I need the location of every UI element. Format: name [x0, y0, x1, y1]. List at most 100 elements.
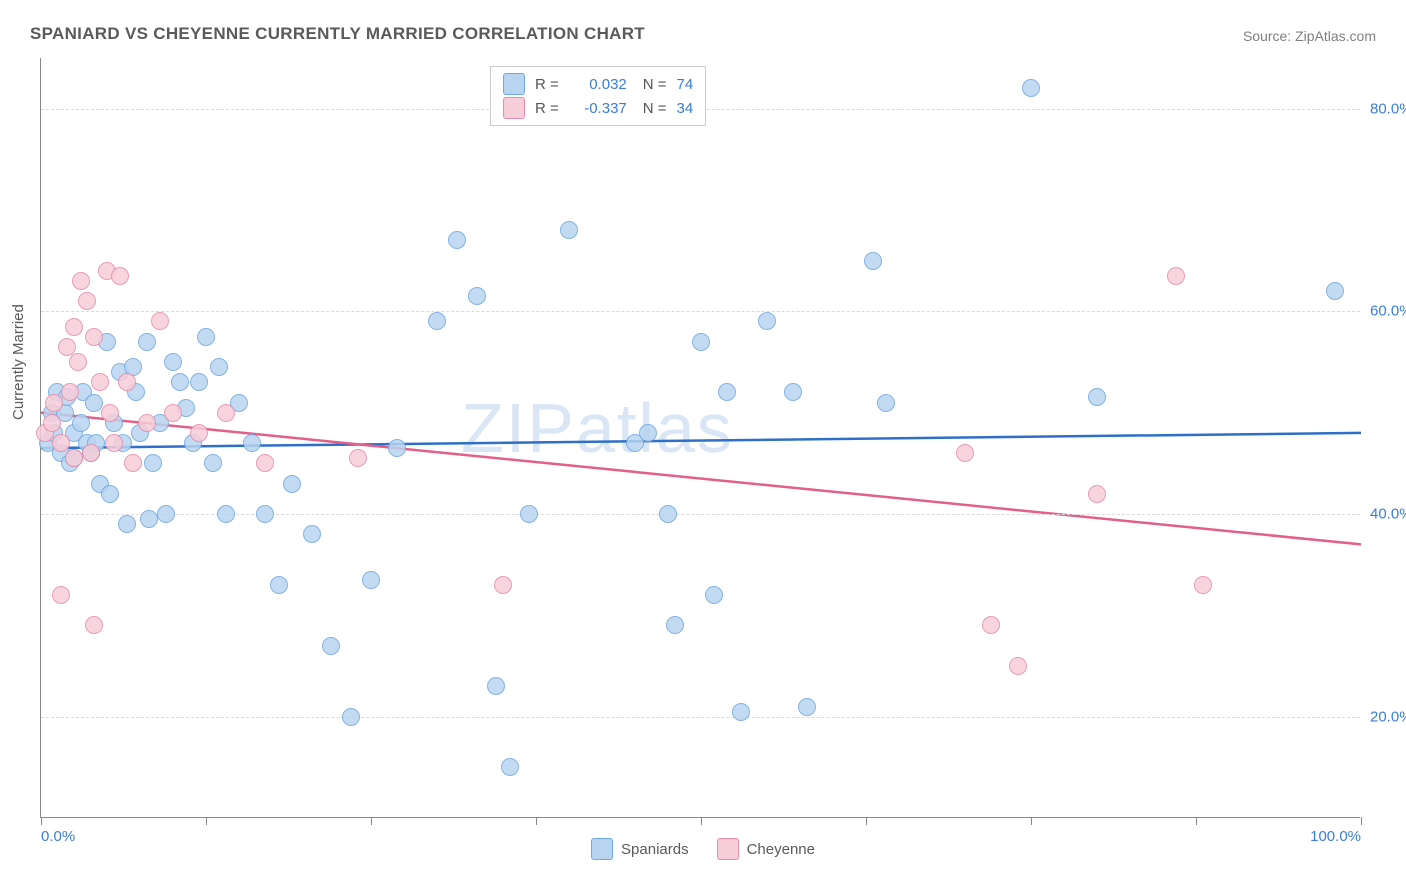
scatter-point — [468, 287, 486, 305]
gridline — [41, 311, 1360, 312]
scatter-point — [52, 434, 70, 452]
scatter-point — [69, 353, 87, 371]
scatter-point — [124, 454, 142, 472]
scatter-point — [520, 505, 538, 523]
scatter-point — [322, 637, 340, 655]
scatter-point — [1088, 485, 1106, 503]
n-value: 34 — [677, 100, 694, 117]
scatter-point — [666, 616, 684, 634]
x-tick — [1196, 817, 1197, 825]
x-tick — [206, 817, 207, 825]
n-label: N = — [643, 76, 667, 93]
scatter-point — [692, 333, 710, 351]
scatter-point — [164, 404, 182, 422]
scatter-point — [190, 373, 208, 391]
legend-item: Cheyenne — [717, 838, 815, 860]
scatter-point — [190, 424, 208, 442]
scatter-point — [798, 698, 816, 716]
scatter-point — [956, 444, 974, 462]
scatter-point — [72, 414, 90, 432]
chart-title: SPANIARD VS CHEYENNE CURRENTLY MARRIED C… — [30, 24, 645, 44]
y-tick-label: 40.0% — [1370, 506, 1406, 523]
scatter-point — [877, 394, 895, 412]
scatter-point — [204, 454, 222, 472]
scatter-point — [85, 328, 103, 346]
scatter-point — [732, 703, 750, 721]
x-tick — [701, 817, 702, 825]
scatter-point — [560, 221, 578, 239]
scatter-point — [362, 571, 380, 589]
y-tick-label: 80.0% — [1370, 100, 1406, 117]
scatter-point — [428, 312, 446, 330]
scatter-point — [210, 358, 228, 376]
scatter-point — [43, 414, 61, 432]
scatter-point — [1088, 388, 1106, 406]
scatter-point — [217, 505, 235, 523]
legend-swatch — [503, 73, 525, 95]
r-label: R = — [535, 76, 559, 93]
scatter-point — [197, 328, 215, 346]
scatter-point — [448, 231, 466, 249]
scatter-point — [243, 434, 261, 452]
scatter-point — [72, 272, 90, 290]
y-tick-label: 60.0% — [1370, 303, 1406, 320]
scatter-point — [864, 252, 882, 270]
scatter-point — [270, 576, 288, 594]
legend-series: Spaniards Cheyenne — [591, 838, 815, 860]
legend-swatch — [591, 838, 613, 860]
r-label: R = — [535, 100, 559, 117]
scatter-point — [171, 373, 189, 391]
scatter-point — [639, 424, 657, 442]
scatter-point — [61, 383, 79, 401]
scatter-point — [82, 444, 100, 462]
scatter-point — [101, 404, 119, 422]
scatter-point — [52, 586, 70, 604]
scatter-point — [659, 505, 677, 523]
scatter-point — [138, 414, 156, 432]
plot-area: ZIPatlas 20.0%40.0%60.0%80.0%0.0%100.0% — [40, 58, 1360, 818]
scatter-point — [101, 485, 119, 503]
scatter-point — [1167, 267, 1185, 285]
x-tick — [866, 817, 867, 825]
legend-swatch — [503, 97, 525, 119]
n-label: N = — [643, 100, 667, 117]
scatter-point — [105, 434, 123, 452]
scatter-point — [1326, 282, 1344, 300]
x-tick-label: 0.0% — [41, 828, 75, 845]
scatter-point — [91, 373, 109, 391]
scatter-point — [144, 454, 162, 472]
x-tick — [536, 817, 537, 825]
y-tick-label: 20.0% — [1370, 708, 1406, 725]
scatter-point — [256, 505, 274, 523]
x-tick — [1031, 817, 1032, 825]
scatter-point — [982, 616, 1000, 634]
gridline — [41, 717, 1360, 718]
source-label: Source: ZipAtlas.com — [1243, 28, 1376, 44]
x-tick — [41, 817, 42, 825]
scatter-point — [342, 708, 360, 726]
scatter-point — [256, 454, 274, 472]
scatter-point — [1009, 657, 1027, 675]
scatter-point — [151, 312, 169, 330]
scatter-point — [388, 439, 406, 457]
scatter-point — [283, 475, 301, 493]
gridline — [41, 514, 1360, 515]
scatter-point — [303, 525, 321, 543]
scatter-point — [78, 292, 96, 310]
r-value: 0.032 — [569, 76, 627, 93]
legend-stats-row: R =-0.337N =34 — [503, 97, 693, 119]
scatter-point — [111, 267, 129, 285]
x-tick — [1361, 817, 1362, 825]
legend-stats-row: R = 0.032 N = 74 — [503, 73, 693, 95]
scatter-point — [217, 404, 235, 422]
scatter-point — [1022, 79, 1040, 97]
scatter-point — [118, 373, 136, 391]
scatter-point — [118, 515, 136, 533]
y-axis-label: Currently Married — [10, 304, 27, 420]
scatter-point — [157, 505, 175, 523]
scatter-point — [45, 394, 63, 412]
trend-lines — [41, 58, 1361, 818]
scatter-point — [138, 333, 156, 351]
n-value: 74 — [677, 76, 694, 93]
legend-label: Spaniards — [621, 841, 689, 858]
